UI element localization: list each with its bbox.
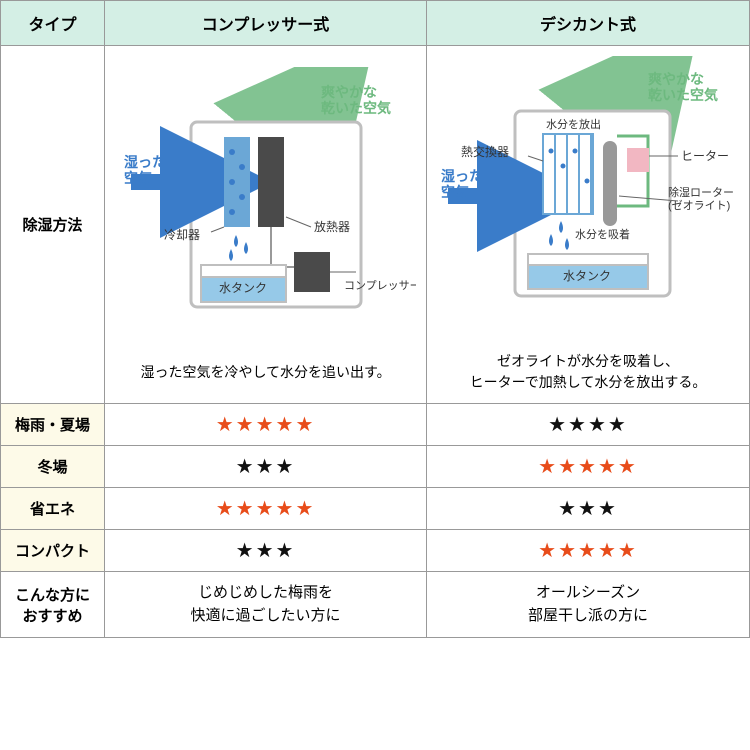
diagram-compressor: 爽やかな 乾いた空気 湿った 空気 冷却器 放熱器 bbox=[105, 46, 427, 404]
winter-row: 冬場 ★★★ ★★★★★ bbox=[1, 446, 750, 488]
svg-text:乾いた空気: 乾いた空気 bbox=[321, 100, 391, 116]
rating-energy-comp: ★★★★★ bbox=[216, 498, 316, 520]
svg-text:湿った: 湿った bbox=[441, 168, 483, 184]
svg-text:水分を放出: 水分を放出 bbox=[546, 117, 601, 131]
recommend-desiccant: オールシーズン部屋干し派の方に bbox=[426, 572, 749, 638]
desiccant-diagram-svg: 爽やかな 乾いた空気 湿った 空気 熱交換器 水分を放出 bbox=[433, 56, 743, 336]
energy-row: 省エネ ★★★★★ ★★★ bbox=[1, 488, 750, 530]
svg-text:水タンク: 水タンク bbox=[219, 281, 267, 295]
svg-text:爽やかな: 爽やかな bbox=[648, 71, 704, 87]
row-label-method: 除湿方法 bbox=[1, 46, 105, 404]
svg-text:除湿ローター: 除湿ローター bbox=[668, 185, 734, 199]
rainy-row: 梅雨・夏場 ★★★★★ ★★★★ bbox=[1, 404, 750, 446]
svg-text:ヒーター: ヒーター bbox=[681, 149, 729, 163]
svg-text:空気: 空気 bbox=[441, 184, 469, 200]
method-row: 除湿方法 爽やかな 乾いた空気 湿った 空気 冷却器 bbox=[1, 46, 750, 404]
svg-text:乾いた空気: 乾いた空気 bbox=[648, 87, 718, 103]
svg-text:コンプレッサー: コンプレッサー bbox=[344, 279, 416, 292]
rating-rainy-comp: ★★★★★ bbox=[216, 414, 316, 436]
header-row: タイプ コンプレッサー式 デシカント式 bbox=[1, 1, 750, 46]
svg-text:(ゼオライト): (ゼオライト) bbox=[668, 199, 730, 212]
svg-text:空気: 空気 bbox=[124, 170, 152, 186]
svg-text:放熱器: 放熱器 bbox=[314, 219, 350, 234]
svg-text:水タンク: 水タンク bbox=[563, 269, 611, 283]
header-type: タイプ bbox=[1, 1, 105, 46]
header-desiccant: デシカント式 bbox=[426, 1, 749, 46]
diagram-desiccant: 爽やかな 乾いた空気 湿った 空気 熱交換器 水分を放出 bbox=[426, 46, 749, 404]
recommend-row: こんな方におすすめ じめじめした梅雨を快適に過ごしたい方に オールシーズン部屋干… bbox=[1, 572, 750, 638]
rating-compact-comp: ★★★ bbox=[236, 540, 296, 562]
svg-text:熱交換器: 熱交換器 bbox=[461, 144, 509, 159]
row-label-compact: コンパクト bbox=[1, 530, 105, 572]
header-compressor: コンプレッサー式 bbox=[105, 1, 427, 46]
rating-energy-desi: ★★★ bbox=[558, 498, 618, 520]
rating-winter-comp: ★★★ bbox=[236, 456, 296, 478]
row-label-energy: 省エネ bbox=[1, 488, 105, 530]
dry-air-label: 爽やかな bbox=[321, 84, 377, 100]
row-label-recommend: こんな方におすすめ bbox=[1, 572, 105, 638]
svg-text:水分を吸着: 水分を吸着 bbox=[575, 227, 630, 241]
compressor-diagram-svg: 爽やかな 乾いた空気 湿った 空気 冷却器 放熱器 bbox=[116, 67, 416, 347]
recommend-compressor: じめじめした梅雨を快適に過ごしたい方に bbox=[105, 572, 427, 638]
compact-row: コンパクト ★★★ ★★★★★ bbox=[1, 530, 750, 572]
rating-rainy-desi: ★★★★ bbox=[548, 414, 628, 436]
row-label-winter: 冬場 bbox=[1, 446, 105, 488]
rating-compact-desi: ★★★★★ bbox=[538, 540, 638, 562]
desiccant-description: ゼオライトが水分を吸着し、ヒーターで加熱して水分を放出する。 bbox=[433, 351, 743, 393]
comparison-table: タイプ コンプレッサー式 デシカント式 除湿方法 爽やかな 乾いた空気 湿った … bbox=[0, 0, 750, 638]
svg-text:湿った: 湿った bbox=[124, 154, 166, 170]
row-label-rainy: 梅雨・夏場 bbox=[1, 404, 105, 446]
compressor-description: 湿った空気を冷やして水分を追い出す。 bbox=[111, 362, 420, 383]
svg-text:冷却器: 冷却器 bbox=[164, 228, 200, 242]
rating-winter-desi: ★★★★★ bbox=[538, 456, 638, 478]
